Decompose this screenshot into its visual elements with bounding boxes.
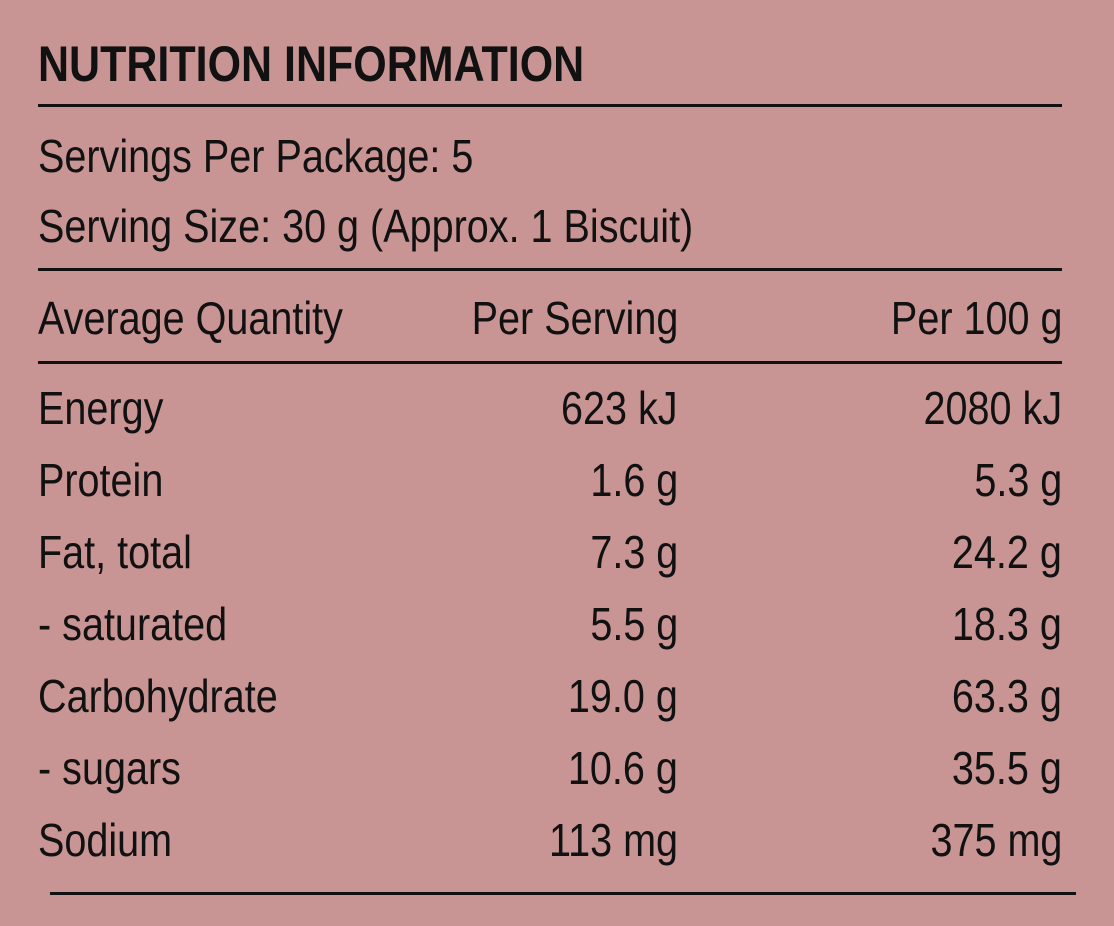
nutrient-name: - saturated xyxy=(38,598,228,650)
per-100g-value: 2080 kJ xyxy=(923,382,1062,434)
servings-per-package: Servings Per Package: 5 xyxy=(38,130,474,182)
per-100g-value: 18.3 g xyxy=(952,598,1062,650)
per-100g-value: 63.3 g xyxy=(952,670,1062,722)
divider-bottom xyxy=(50,892,1076,895)
per-serving-value: 1.6 g xyxy=(590,454,678,506)
table-row-carbohydrate: Carbohydrate 19.0 g 63.3 g xyxy=(38,666,1062,726)
per-100g-value: 24.2 g xyxy=(952,526,1062,578)
divider-title xyxy=(38,104,1062,107)
per-100g-value: 375 mg xyxy=(930,814,1062,866)
divider-serving-info xyxy=(38,268,1062,271)
per-serving-value: 623 kJ xyxy=(561,382,678,434)
per-serving-value: 5.5 g xyxy=(590,598,678,650)
table-header-row: Average Quantity Per Serving Per 100 g xyxy=(38,288,1062,348)
serving-size: Serving Size: 30 g (Approx. 1 Biscuit) xyxy=(38,200,694,252)
column-header-per-serving: Per Serving xyxy=(471,292,678,344)
nutrient-name: Protein xyxy=(38,454,164,506)
table-row-protein: Protein 1.6 g 5.3 g xyxy=(38,450,1062,510)
column-header-per-100g: Per 100 g xyxy=(890,292,1062,344)
per-serving-value: 10.6 g xyxy=(568,742,678,794)
per-serving-value: 19.0 g xyxy=(568,670,678,722)
per-serving-value: 113 mg xyxy=(548,814,678,866)
per-100g-value: 35.5 g xyxy=(952,742,1062,794)
table-row-sodium: Sodium 113 mg 375 mg xyxy=(38,810,1062,870)
table-row-sugars: - sugars 10.6 g 35.5 g xyxy=(38,738,1062,798)
nutrient-name: - sugars xyxy=(38,742,181,794)
per-100g-value: 5.3 g xyxy=(974,454,1062,506)
panel-title: NUTRITION INFORMATION xyxy=(38,36,585,92)
nutrient-name: Carbohydrate xyxy=(38,670,278,722)
divider-header xyxy=(38,361,1062,364)
table-row-fat-total: Fat, total 7.3 g 24.2 g xyxy=(38,522,1062,582)
nutrient-name: Energy xyxy=(38,382,164,434)
nutrient-name: Sodium xyxy=(38,814,173,866)
table-row-saturated: - saturated 5.5 g 18.3 g xyxy=(38,594,1062,654)
per-serving-value: 7.3 g xyxy=(590,526,678,578)
nutrient-name: Fat, total xyxy=(38,526,192,578)
table-row-energy: Energy 623 kJ 2080 kJ xyxy=(38,378,1062,438)
column-header-average-quantity: Average Quantity xyxy=(38,292,343,344)
nutrition-panel: NUTRITION INFORMATION Servings Per Packa… xyxy=(38,0,1076,926)
